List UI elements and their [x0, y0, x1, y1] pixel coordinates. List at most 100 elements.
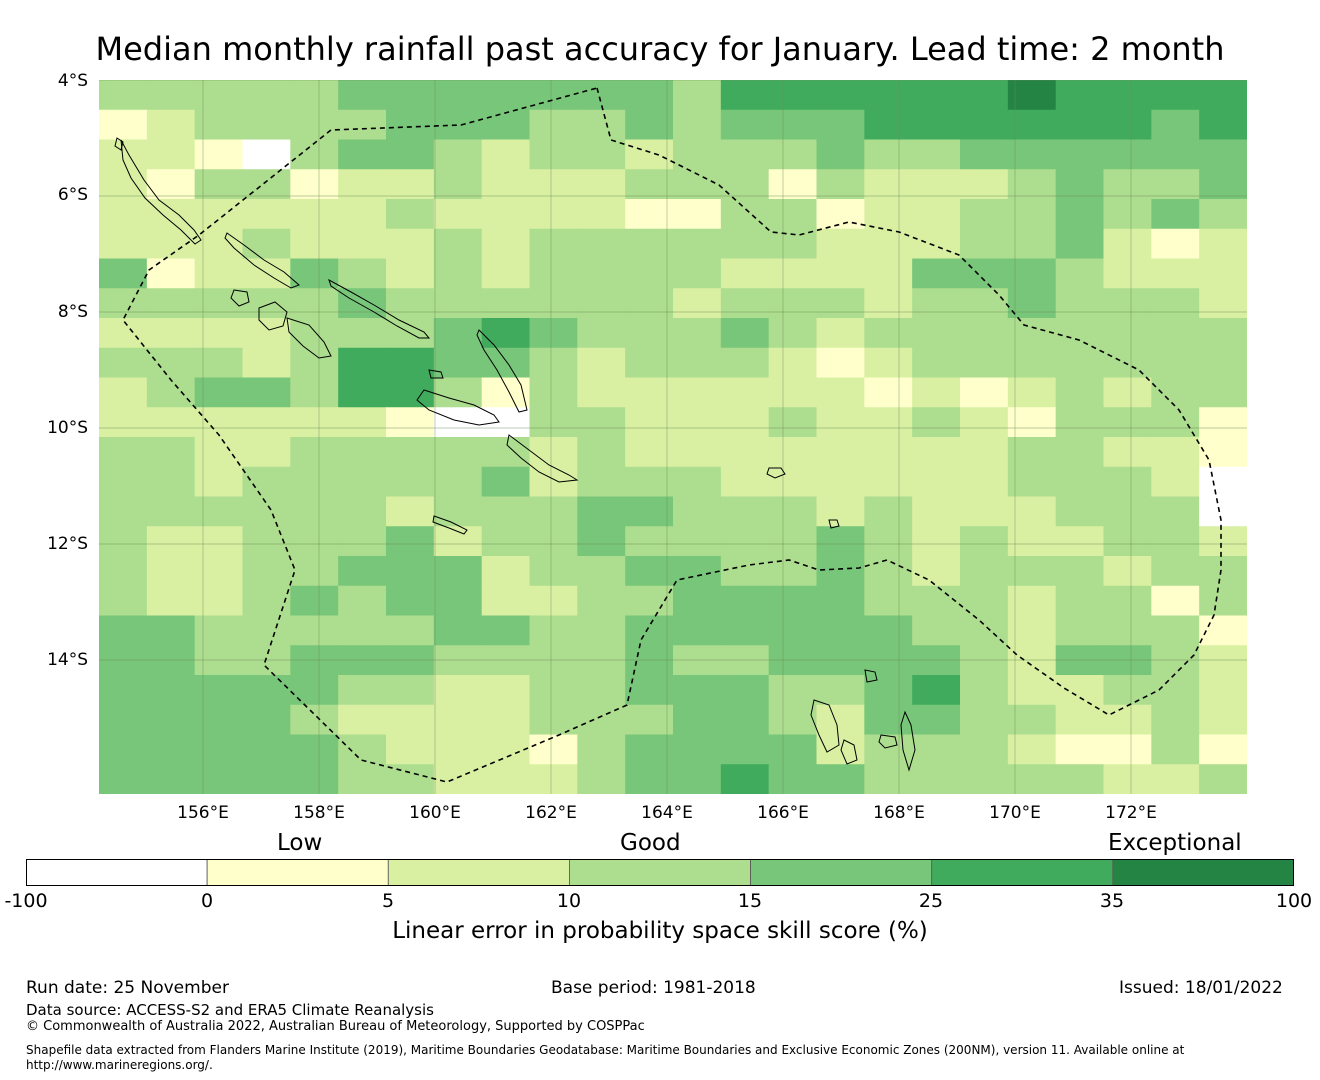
grid-cell	[912, 288, 961, 319]
grid-cell	[386, 645, 435, 676]
grid-cell	[720, 764, 770, 794]
grid-cell	[433, 109, 483, 141]
grid-cell	[625, 377, 674, 408]
lon-label-158e: 158°E	[293, 803, 345, 823]
grid-cell	[768, 526, 818, 557]
map-title: Median monthly rainfall past accuracy fo…	[95, 30, 1225, 68]
grid-cell	[720, 645, 770, 676]
grid-cell	[960, 556, 1009, 587]
grid-cell	[242, 288, 291, 319]
legend-category-good: Good	[620, 830, 681, 856]
grid-cell	[290, 377, 339, 408]
grid-cell	[768, 645, 818, 676]
lat-label-14s: 14°S	[47, 650, 88, 670]
grid-cell	[1199, 139, 1247, 170]
grid-cell	[194, 318, 244, 349]
grid-cell	[768, 466, 818, 498]
grid-cell	[864, 585, 913, 617]
grid-cell	[1199, 258, 1247, 289]
grid-cell	[673, 377, 722, 408]
grid-cell	[290, 318, 339, 349]
grid-cell	[864, 228, 913, 260]
grid-cell	[481, 496, 531, 527]
grid-cell	[242, 109, 291, 141]
grid-cell	[1151, 466, 1200, 498]
grid-cell	[338, 704, 387, 736]
grid-cell	[386, 377, 435, 408]
grid-cell	[577, 407, 626, 438]
grid-cell	[1199, 288, 1247, 319]
grid-cell	[577, 437, 626, 468]
grid-cell	[386, 109, 435, 141]
grid-cell	[338, 318, 387, 349]
island-bougainville	[120, 139, 202, 245]
lon-label-170e: 170°E	[989, 803, 1041, 823]
grid-cell	[625, 109, 674, 141]
grid-cell	[481, 199, 531, 230]
grid-cell	[1199, 704, 1247, 736]
grid-cell	[816, 764, 865, 794]
grid-cell	[1151, 496, 1200, 527]
grid-cell	[1055, 496, 1105, 527]
lon-label-162e: 162°E	[525, 803, 577, 823]
grid-cell	[481, 228, 531, 260]
grid-cell	[338, 496, 387, 527]
grid-cell	[1055, 80, 1105, 111]
grid-cell	[577, 675, 626, 706]
grid-cell	[1199, 437, 1247, 468]
grid-cell	[625, 80, 674, 111]
grid-cell	[1151, 615, 1200, 646]
grid-cell	[864, 466, 913, 498]
grid-cell	[960, 139, 1009, 170]
grid-cell	[673, 258, 722, 289]
grid-cell	[481, 258, 531, 289]
grid-cell	[1103, 139, 1152, 170]
grid-cell	[290, 109, 339, 141]
grid-cell	[673, 109, 722, 141]
grid-cell	[338, 437, 387, 468]
grid-cell	[768, 556, 818, 587]
grid-cell	[242, 585, 291, 617]
grid-cell	[1151, 318, 1200, 349]
grid-cell	[1103, 466, 1152, 498]
grid-cell	[529, 675, 578, 706]
grid-cell	[481, 109, 531, 141]
grid-cell	[720, 228, 770, 260]
grid-cell	[816, 556, 865, 587]
grid-cell	[625, 645, 674, 676]
grid-cell	[720, 169, 770, 200]
grid-cell	[242, 556, 291, 587]
grid-cell	[1055, 764, 1105, 794]
grid-cell	[1055, 675, 1105, 706]
grid-cell	[960, 169, 1009, 200]
grid-cell	[1055, 258, 1105, 289]
grid-cell	[529, 199, 578, 230]
grid-cell	[1151, 526, 1200, 557]
grid-cell	[433, 347, 483, 379]
skill-grid	[99, 80, 1247, 794]
grid-cell	[338, 645, 387, 676]
grid-cell	[386, 169, 435, 200]
grid-cell	[816, 526, 865, 557]
grid-cell	[146, 407, 196, 438]
grid-cell	[433, 139, 483, 170]
grid-cell	[529, 585, 578, 617]
grid-cell	[1007, 764, 1057, 794]
grid-cell	[912, 169, 961, 200]
island-vanikoro	[828, 519, 840, 529]
grid-cell	[912, 496, 961, 527]
grid-cell	[194, 734, 244, 765]
grid-cell	[1055, 526, 1105, 557]
grid-cell	[960, 764, 1009, 794]
grid-cell	[768, 734, 818, 765]
grid-cell	[1007, 80, 1057, 111]
grid-cell	[960, 526, 1009, 557]
grid-cell	[1151, 645, 1200, 676]
grid-cell	[864, 347, 913, 379]
grid-cell	[1055, 347, 1105, 379]
grid-cell	[1103, 496, 1152, 527]
grid-cell	[577, 109, 626, 141]
grid-cell	[1199, 109, 1247, 141]
grid-cell	[99, 318, 148, 349]
island-pentecost	[900, 710, 916, 772]
